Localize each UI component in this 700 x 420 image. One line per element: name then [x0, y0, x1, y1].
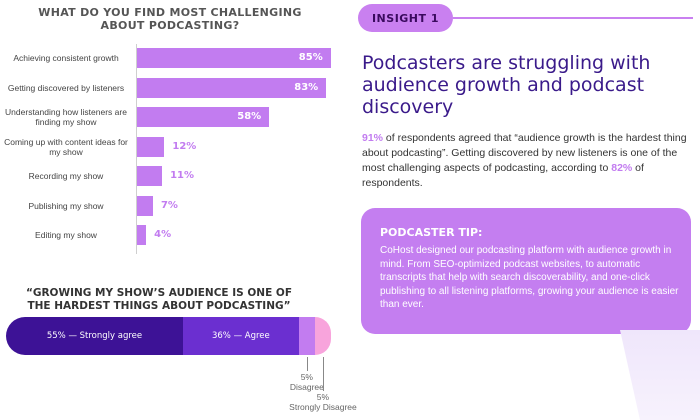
stacked-segment-agree	[182, 317, 299, 355]
callout-name: Disagree	[289, 382, 324, 392]
bar	[137, 136, 165, 157]
category-label: Getting discovered by listeners	[7, 82, 125, 93]
bar-value-label: 12%	[172, 140, 197, 152]
stacked-segment-strongly-agree	[6, 317, 183, 355]
bar	[137, 195, 153, 216]
segment-label: 36% — Agree	[211, 331, 270, 341]
bar-chart-axis	[136, 44, 137, 254]
insight-headline: Podcasters are struggling with audience …	[362, 52, 651, 118]
chart-title-challenges: WHAT DO YOU FIND MOST CHALLENGING ABOUT …	[38, 6, 302, 32]
callout-percent: 5%	[316, 392, 330, 402]
category-label: Understanding how listeners are finding …	[5, 107, 127, 127]
bar	[137, 107, 270, 127]
bar-value-label: 4%	[154, 229, 172, 240]
highlight-82: 82%	[611, 162, 633, 174]
callout-name: Strongly Disagree	[289, 402, 357, 412]
insight-body-part1: of respondents agreed that “audience gro…	[362, 132, 687, 174]
callout-label: 5% Strongly Disagree	[273, 392, 373, 412]
bar-value-label: 58%	[237, 111, 262, 122]
tip-body: CoHost designed our podcasting platform …	[380, 245, 679, 310]
badge-divider	[453, 17, 693, 19]
callout-line	[322, 357, 324, 391]
bar	[137, 225, 147, 245]
stacked-segment-strongly-disagree	[314, 317, 331, 355]
category-label: Publishing my show	[28, 200, 104, 211]
tip-title: PODCASTER TIP:	[380, 226, 483, 239]
bar-value-label: 7%	[160, 199, 178, 211]
stacked-segment-disagree	[298, 317, 315, 355]
category-label: Recording my show	[28, 171, 104, 181]
bar	[137, 48, 331, 68]
insight-badge: INSIGHT 1	[358, 4, 453, 32]
category-label: Achieving consistent growth	[13, 53, 119, 63]
category-label: Coming up with content ideas for my show	[4, 136, 128, 157]
podcaster-tip-box	[361, 208, 691, 334]
category-label: Editing my show	[35, 230, 97, 240]
callout-line	[306, 357, 308, 371]
decorative-shadow	[620, 330, 700, 420]
insight-body-part2: of respondents.	[362, 162, 644, 189]
bar	[137, 77, 327, 98]
insight-body: 91% of respondents agreed that “audience…	[362, 131, 692, 191]
highlight-91: 91%	[362, 132, 384, 144]
callout-label: 5% Disagree	[257, 372, 357, 392]
bar-value-label: 11%	[170, 170, 195, 181]
bar-value-label: 85%	[298, 52, 323, 63]
bar	[137, 166, 163, 186]
segment-label: 55% — Strongly agree	[46, 331, 143, 341]
callout-percent: 5%	[300, 372, 313, 382]
bar-value-label: 83%	[294, 81, 319, 93]
chart-title-audience-growth: “GROWING MY SHOW’S AUDIENCE IS ONE OF TH…	[25, 287, 293, 312]
